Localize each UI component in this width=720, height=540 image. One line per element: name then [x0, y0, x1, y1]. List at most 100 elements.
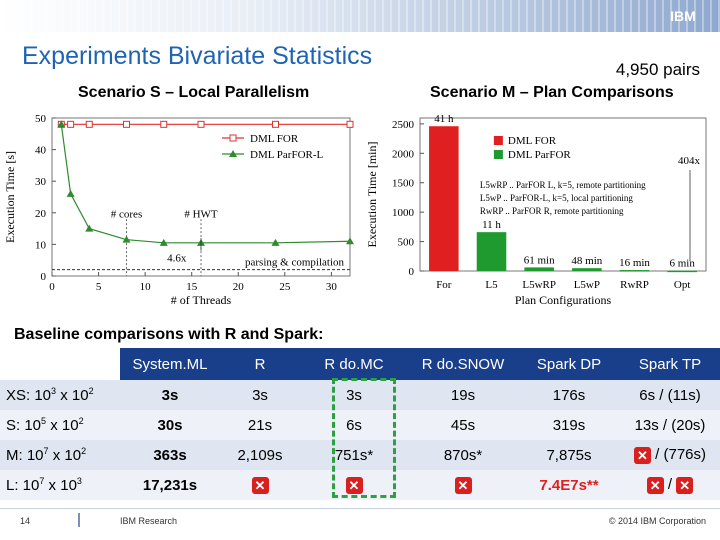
bar	[524, 267, 554, 271]
baseline-label: Baseline comparisons with R and Spark:	[14, 326, 324, 343]
table-cell: 319s	[518, 410, 620, 440]
table-cell: 21s	[220, 410, 300, 440]
row-label: S: 105 x 102	[0, 410, 120, 440]
data-point	[123, 120, 130, 128]
bar-label: 11 h	[482, 219, 501, 231]
legend-note: L5wRP .. ParFOR L, k=5, remote partition…	[480, 180, 646, 190]
x-icon: ✕	[251, 476, 269, 494]
legend-note: RwRP .. ParFOR R, remote partitioning	[480, 206, 624, 216]
y-axis-label: Execution Time [min]	[365, 142, 379, 248]
table-header: System.ML	[120, 348, 220, 380]
table-header: Spark DP	[518, 348, 620, 380]
speedup-annotation: 404x	[678, 155, 701, 167]
bar-label: 61 min	[524, 254, 555, 266]
legend-marker	[229, 150, 237, 157]
row-label: L: 107 x 103	[0, 470, 120, 500]
baseline-comparison-table: System.ML R R do.MC R do.SNOW Spark DP S…	[0, 348, 720, 500]
y-tick-label: 50	[35, 113, 47, 125]
table-cell: 13s / (20s)	[620, 410, 720, 440]
table-cell: 7,875s	[518, 440, 620, 470]
table-row: M: 107 x 102 363s 2,109s 751s* 870s* 7,8…	[0, 440, 720, 470]
legend-label: DML ParFOR-L	[250, 149, 324, 161]
x-icon: ✕	[454, 476, 472, 494]
table-cell: 17,231s	[120, 470, 220, 500]
x-axis-label: # of Threads	[171, 293, 232, 307]
scenario-m-subtitle: Scenario M – Plan Comparisons	[430, 84, 674, 101]
r-domc-highlight-box	[332, 378, 396, 498]
table-cell: 3s	[120, 380, 220, 410]
table-row: XS: 103 x 102 3s 3s 3s 19s 176s 6s / (11…	[0, 380, 720, 410]
table-header-row: System.ML R R do.MC R do.SNOW Spark DP S…	[0, 348, 720, 380]
plot-frame	[419, 117, 707, 272]
table-cell: 870s*	[408, 440, 518, 470]
y-tick-label: 0	[41, 271, 47, 283]
bar	[572, 268, 602, 271]
y-tick-label: 1000	[392, 207, 415, 219]
table-cell: 3s	[300, 380, 408, 410]
legend-swatch	[493, 136, 503, 145]
x-icon: ✕	[676, 476, 694, 494]
table-row: S: 105 x 102 30s 21s 6s 45s 319s 13s / (…	[0, 410, 720, 440]
bar	[476, 232, 507, 271]
table-cell: 6s / (11s)	[620, 380, 720, 410]
bar-label: 41 h	[434, 113, 454, 125]
x-tick-label: 15	[186, 281, 198, 293]
data-point	[85, 120, 93, 128]
data-point	[122, 235, 131, 243]
data-point	[272, 120, 279, 128]
x-tick-label: L5	[485, 279, 498, 291]
x-icon: ✕	[633, 446, 651, 464]
bar	[619, 270, 650, 272]
x-tick-label: L5wRP	[522, 279, 556, 291]
ibm-logo: IBM	[670, 8, 696, 24]
data-point	[85, 224, 94, 232]
x-tick-label: 10	[140, 281, 152, 293]
footer-divider	[0, 508, 720, 509]
y-tick-label: 500	[398, 237, 415, 249]
data-point	[271, 238, 280, 246]
table-cell: 6s	[300, 410, 408, 440]
legend-label: DML ParFOR	[508, 149, 572, 161]
y-tick-label: 20	[35, 208, 47, 220]
pairs-note: 4,950 pairs	[615, 60, 700, 79]
legend-label: DML FOR	[250, 133, 299, 145]
data-point	[197, 120, 205, 128]
x-tick-label: L5wP	[574, 279, 600, 291]
table-cell: 2,109s	[220, 440, 300, 470]
table-cell: 19s	[408, 380, 518, 410]
page-number: 14	[20, 516, 31, 526]
table-cell: 176s	[518, 380, 620, 410]
row-label: XS: 103 x 102	[0, 380, 120, 410]
y-tick-label: 1500	[392, 178, 415, 190]
footer-org: IBM Research	[120, 516, 178, 526]
footer-copyright: © 2014 IBM Corporation	[608, 516, 706, 526]
y-axis-label: Execution Time [s]	[3, 151, 17, 243]
x-tick-label: RwRP	[620, 279, 649, 291]
bar	[429, 126, 459, 271]
table-header: R do.MC	[300, 348, 408, 380]
bar-label: 6 min	[669, 258, 695, 270]
vline-label: # cores	[111, 209, 142, 221]
table-cell: ✕ / ✕	[620, 470, 720, 500]
x-tick-label: 5	[96, 281, 102, 293]
table-cell: ✕	[408, 470, 518, 500]
y-tick-label: 10	[35, 239, 47, 251]
scenario-s-subtitle: Scenario S – Local Parallelism	[78, 84, 310, 101]
header-band: IBM	[0, 0, 720, 32]
legend-note: L5wP .. ParFOR-L, k=5, local partitionin…	[480, 193, 633, 203]
data-point	[159, 238, 168, 246]
y-tick-label: 30	[35, 176, 47, 188]
x-tick-label: For	[436, 279, 452, 291]
table-header: Spark TP	[620, 348, 720, 380]
x-tick-label: 25	[279, 281, 291, 293]
x-tick-label: Opt	[674, 279, 691, 291]
series-line	[60, 124, 351, 244]
table-cell: 45s	[408, 410, 518, 440]
reference-line-label: parsing & compilation	[245, 257, 344, 269]
table-header: R do.SNOW	[408, 348, 518, 380]
legend-marker	[229, 134, 237, 142]
x-icon: ✕	[646, 476, 664, 494]
table-cell: ✕	[220, 470, 300, 500]
x-icon: ✕	[345, 476, 363, 494]
bar	[667, 270, 697, 273]
